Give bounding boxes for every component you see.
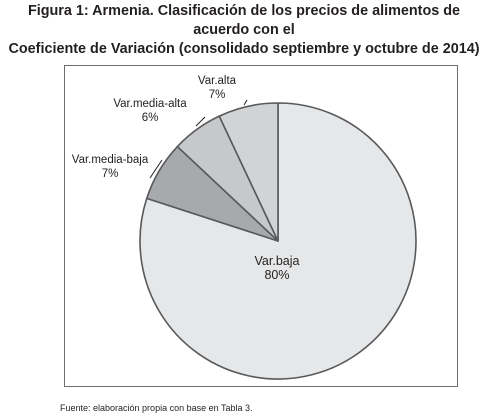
leader-line-3	[195, 116, 206, 127]
slice-value-3: 6%	[142, 112, 159, 124]
pie-slice-4	[218, 102, 279, 242]
slice-name-1: Var.baja	[255, 254, 300, 268]
figure-title-line2: Coeficiente de Variación (consolidado se…	[8, 41, 480, 57]
figure-source: Fuente: elaboración propia con base en T…	[60, 403, 253, 413]
slice-label-2: Var.media-baja 7%	[72, 154, 149, 180]
slice-labels: Var.baja 80% Var.media-baja 7% Var.media-alt…	[72, 75, 300, 282]
slice-value-1: 80%	[264, 268, 289, 282]
figure-title-line1: Figura 1: Armenia. Clasificación de los …	[27, 3, 461, 38]
leader-line-4	[243, 99, 248, 106]
slice-name-4: Var.alta	[198, 75, 237, 87]
pie-slices	[139, 102, 417, 380]
slice-value-4: 7%	[209, 89, 226, 101]
leader-lines	[149, 99, 248, 179]
slice-name-3: Var.media-alta	[113, 98, 187, 110]
slice-label-4: Var.alta 7%	[198, 75, 237, 101]
slice-name-2: Var.media-baja	[72, 154, 149, 166]
slice-label-1: Var.baja 80%	[255, 254, 300, 282]
chart-frame	[64, 65, 458, 387]
slice-label-3: Var.media-alta 6%	[113, 98, 187, 124]
figure-title: Figura 1: Armenia. Clasificación de los …	[0, 2, 488, 59]
leader-line-2	[149, 159, 163, 179]
slice-value-2: 7%	[102, 168, 119, 180]
